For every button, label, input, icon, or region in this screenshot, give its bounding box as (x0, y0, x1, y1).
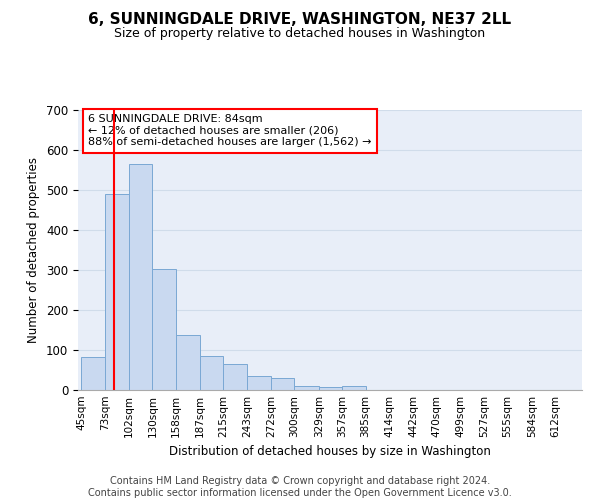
Bar (247, 376, 271, 390)
Bar (176, 335, 200, 390)
Bar (223, 364, 247, 390)
X-axis label: Distribution of detached houses by size in Washington: Distribution of detached houses by size … (169, 446, 491, 458)
Bar (105, 194, 129, 390)
Y-axis label: Number of detached properties: Number of detached properties (28, 157, 40, 343)
Bar (200, 356, 223, 390)
Text: 6, SUNNINGDALE DRIVE, WASHINGTON, NE37 2LL: 6, SUNNINGDALE DRIVE, WASHINGTON, NE37 2… (88, 12, 512, 28)
Text: 6 SUNNINGDALE DRIVE: 84sqm
← 12% of detached houses are smaller (206)
88% of sem: 6 SUNNINGDALE DRIVE: 84sqm ← 12% of deta… (88, 114, 371, 148)
Bar (342, 386, 365, 390)
Text: Contains HM Land Registry data © Crown copyright and database right 2024.
Contai: Contains HM Land Registry data © Crown c… (88, 476, 512, 498)
Bar (152, 269, 176, 390)
Bar (319, 387, 342, 390)
Bar (271, 378, 295, 390)
Bar (295, 386, 319, 390)
Text: Size of property relative to detached houses in Washington: Size of property relative to detached ho… (115, 28, 485, 40)
Bar (82, 357, 105, 390)
Bar (129, 164, 152, 390)
